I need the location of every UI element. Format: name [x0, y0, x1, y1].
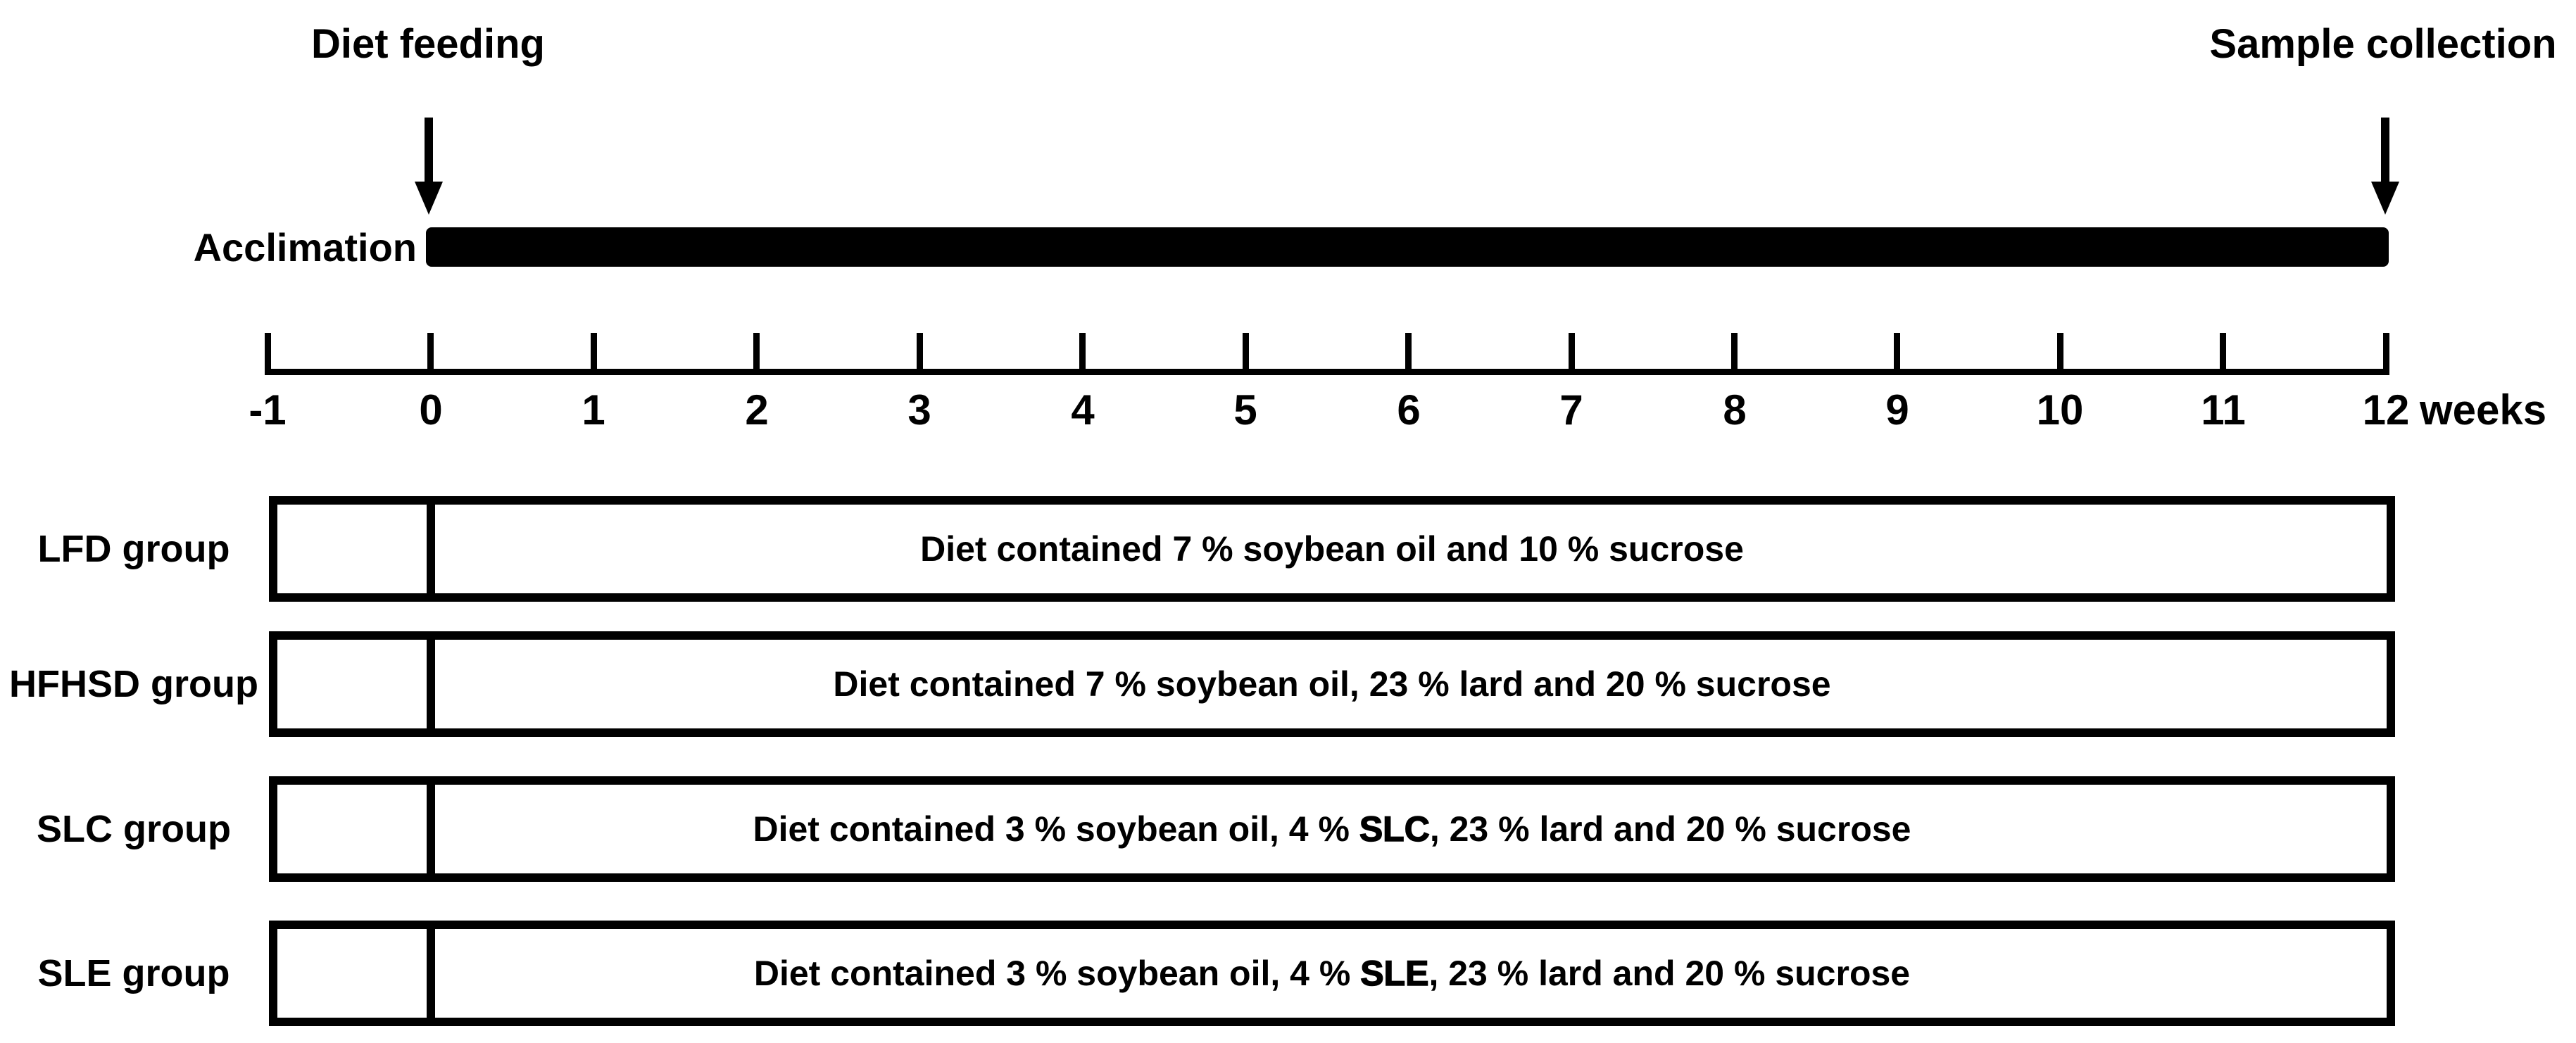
acclimation-label: Acclimation	[193, 225, 417, 270]
diet-text-post: , 23 % lard and 20 % sucrose	[1428, 954, 1911, 993]
down-arrow-icon	[415, 182, 443, 215]
tick-mark	[591, 333, 597, 370]
tick-label: 2	[745, 386, 769, 434]
down-arrow-icon	[2371, 182, 2399, 215]
arrow-shaft	[2381, 118, 2389, 182]
diet-feeding-period-bar	[426, 227, 2389, 267]
tick-mark	[917, 333, 923, 370]
acclimation-divider	[427, 496, 435, 602]
tick-mark	[2220, 333, 2226, 370]
tick-mark	[1243, 333, 1249, 370]
group-diet-text: Diet contained 7 % soybean oil and 10 % …	[269, 496, 2395, 602]
tick-mark	[2383, 333, 2389, 370]
group-diet-text: Diet contained 3 % soybean oil, 4 % SLC,…	[269, 776, 2395, 882]
diet-text-emph: SLE	[1359, 953, 1429, 994]
tick-label: 9	[1885, 386, 1909, 434]
tick-label: 1	[582, 386, 605, 434]
group-name-label: SLE group	[37, 952, 230, 994]
diet-text-pre: Diet contained 3 % soybean oil, 4 %	[753, 809, 1359, 849]
acclimation-divider	[427, 776, 435, 882]
group-diet-text: Diet contained 3 % soybean oil, 4 % SLE,…	[269, 921, 2395, 1026]
tick-mark	[753, 333, 760, 370]
tick-mark	[1894, 333, 1900, 370]
tick-mark	[1079, 333, 1086, 370]
group-diet-text: Diet contained 7 % soybean oil, 23 % lar…	[269, 631, 2395, 737]
sample-collection-label: Sample collection	[2209, 21, 2557, 67]
diet-text-pre: Diet contained 7 % soybean oil, 23 % lar…	[833, 664, 1831, 704]
tick-label: 12	[2362, 386, 2410, 434]
axis-unit-label: weeks	[2420, 386, 2547, 434]
acclimation-divider	[427, 921, 435, 1026]
tick-label: 4	[1071, 386, 1095, 434]
tick-label: 5	[1233, 386, 1257, 434]
group-timeline-box	[269, 631, 2395, 737]
tick-label: 6	[1397, 386, 1421, 434]
tick-label: 3	[907, 386, 931, 434]
acclimation-divider	[427, 631, 435, 737]
group-name-label: LFD group	[37, 528, 230, 570]
diet-text-post: , 23 % lard and 20 % sucrose	[1429, 809, 1911, 849]
diet-text-emph: SLC	[1359, 809, 1431, 849]
diet-text-pre: Diet contained 7 % soybean oil and 10 % …	[920, 529, 1744, 569]
tick-label: 11	[2201, 386, 2246, 434]
tick-label: 0	[419, 386, 443, 434]
tick-mark	[1731, 333, 1738, 370]
tick-mark	[1569, 333, 1575, 370]
tick-label: 7	[1559, 386, 1583, 434]
group-timeline-box	[269, 776, 2395, 882]
tick-mark	[427, 333, 434, 370]
diet-feeding-label: Diet feeding	[311, 21, 545, 67]
tick-mark	[1405, 333, 1412, 370]
arrow-shaft	[425, 118, 433, 182]
tick-mark	[2057, 333, 2063, 370]
tick-label: -1	[249, 386, 287, 434]
tick-mark	[265, 333, 271, 370]
group-timeline-box	[269, 921, 2395, 1026]
timeline-axis	[265, 369, 2389, 375]
group-name-label: HFHSD group	[9, 663, 258, 705]
group-timeline-box	[269, 496, 2395, 602]
diet-text-pre: Diet contained 3 % soybean oil, 4 %	[753, 954, 1361, 993]
tick-label: 8	[1723, 386, 1747, 434]
tick-label: 10	[2036, 386, 2084, 434]
group-name-label: SLC group	[37, 808, 231, 850]
